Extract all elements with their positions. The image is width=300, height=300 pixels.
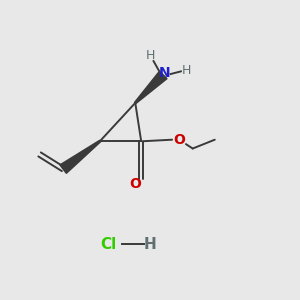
Text: H: H	[182, 64, 191, 77]
Text: H: H	[145, 49, 155, 62]
Polygon shape	[60, 140, 100, 173]
Text: Cl: Cl	[101, 237, 117, 252]
Text: O: O	[173, 133, 185, 147]
Text: N: N	[159, 66, 170, 80]
Text: H: H	[144, 237, 156, 252]
Text: O: O	[129, 177, 141, 191]
Polygon shape	[135, 71, 167, 104]
